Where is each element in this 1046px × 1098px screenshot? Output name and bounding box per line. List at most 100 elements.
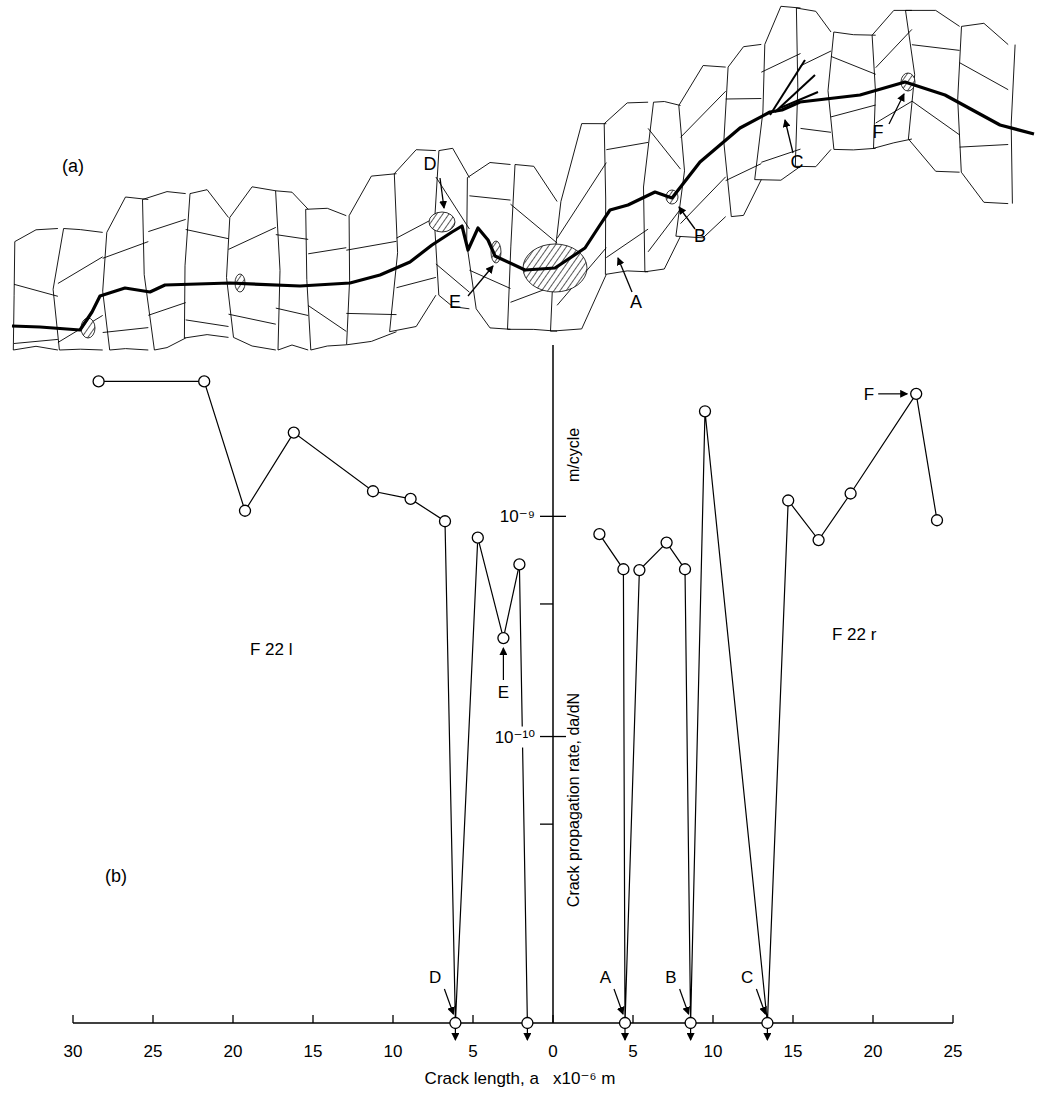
inclusion-ground xyxy=(429,212,455,232)
point-label: A xyxy=(600,968,612,987)
label-arrow xyxy=(889,94,904,124)
crack-branch xyxy=(770,60,805,115)
data-point xyxy=(845,488,856,499)
x-tick xyxy=(712,1015,713,1023)
grain-boundary xyxy=(308,248,346,254)
x-tick xyxy=(792,1015,793,1023)
grain-boundary xyxy=(960,145,1009,148)
data-point xyxy=(199,376,210,387)
x-tick-label: 0 xyxy=(548,1042,557,1061)
y-minor-tick xyxy=(540,824,553,825)
x-tick-label: 25 xyxy=(144,1042,163,1061)
grain-boundary xyxy=(53,229,64,351)
x-tick xyxy=(632,1015,633,1023)
grain-boundary xyxy=(834,148,876,150)
x-tick-label: 30 xyxy=(64,1042,83,1061)
grain-boundary xyxy=(58,257,103,284)
y-tick xyxy=(540,736,566,737)
data-point xyxy=(618,564,629,575)
grain-boundary xyxy=(604,102,648,124)
grain-boundary xyxy=(349,174,396,216)
grain-boundary xyxy=(311,345,347,350)
diagram-label: B xyxy=(694,226,706,246)
x-tick-label: 15 xyxy=(304,1042,323,1061)
grain-boundary xyxy=(761,54,800,73)
series-name: F 22 r xyxy=(832,625,877,644)
grain-boundary xyxy=(515,165,557,202)
grain-boundary xyxy=(469,196,510,200)
grain-boundary xyxy=(143,200,155,351)
x-tick xyxy=(152,1015,153,1023)
grain-boundary xyxy=(508,165,516,330)
x-tick-label: 10 xyxy=(704,1042,723,1061)
panel-label: (b) xyxy=(105,866,127,886)
annotation-arrow xyxy=(503,648,504,680)
grain-boundary xyxy=(681,177,726,224)
grain-boundary xyxy=(508,329,558,331)
point-label: B xyxy=(665,968,676,987)
grain-boundary xyxy=(960,63,1009,90)
grain-boundary xyxy=(110,349,149,350)
grain-boundary xyxy=(908,139,959,172)
arrest-arrow xyxy=(767,1029,768,1040)
grain-boundary xyxy=(834,32,876,35)
arrest-arrow xyxy=(527,1029,528,1040)
grain-boundary xyxy=(476,309,510,330)
x-tick xyxy=(312,1015,313,1023)
data-point xyxy=(405,493,416,504)
x-axis xyxy=(73,1022,953,1024)
grain-boundary xyxy=(831,56,876,74)
x-tick xyxy=(952,1015,953,1023)
grain-boundary xyxy=(13,242,15,350)
grain-boundary xyxy=(606,142,648,149)
label-arrow xyxy=(468,266,493,296)
grain-boundary xyxy=(731,180,761,217)
grain-boundary xyxy=(190,190,229,218)
x-tick xyxy=(552,1015,553,1023)
y-tick-label: 10⁻⁹ xyxy=(500,507,535,526)
grain-boundary xyxy=(648,128,680,169)
grain-boundary xyxy=(276,235,308,240)
annotation-arrow xyxy=(878,393,907,394)
grain-boundary xyxy=(679,66,726,106)
grain-boundary xyxy=(148,303,185,316)
grain-boundary xyxy=(606,229,648,258)
grain-boundary xyxy=(347,332,397,345)
grain-boundary xyxy=(184,194,190,338)
grain-boundary xyxy=(306,209,311,350)
grain-boundary xyxy=(728,44,761,67)
grain-boundary xyxy=(390,295,436,332)
grain-boundary xyxy=(765,6,801,44)
grain-boundary xyxy=(234,337,276,350)
grain-boundary xyxy=(278,345,308,350)
x-tick-label: 10 xyxy=(384,1042,403,1061)
diagram-label: A xyxy=(630,292,642,312)
x-tick-label: 15 xyxy=(784,1042,803,1061)
chart: 302520151050510152025DEABCF10⁻⁹10⁻¹⁰Crac… xyxy=(64,345,963,1088)
grain-boundary xyxy=(13,346,58,350)
grain-boundary xyxy=(1011,45,1015,204)
data-point xyxy=(700,406,711,417)
grain-boundary xyxy=(912,45,960,51)
y-axis xyxy=(552,345,554,1023)
x-tick xyxy=(872,1015,873,1023)
grain-boundary xyxy=(276,308,308,315)
data-point xyxy=(368,486,379,497)
grain-boundary xyxy=(961,172,1008,203)
x-tick xyxy=(72,1015,73,1023)
label-arrow xyxy=(679,207,695,229)
data-point xyxy=(498,633,509,644)
data-point xyxy=(522,1018,533,1029)
crack-path xyxy=(12,82,1034,330)
data-point xyxy=(634,565,645,576)
grain-boundary xyxy=(467,163,510,178)
grain-boundary xyxy=(755,44,765,179)
grain-boundary xyxy=(184,335,228,338)
data-point xyxy=(783,495,794,506)
grain-boundary xyxy=(439,148,470,177)
grain-boundary xyxy=(958,26,962,172)
grain-boundary xyxy=(229,227,276,249)
point-label: C xyxy=(741,968,753,987)
arrest-arrow xyxy=(455,1029,456,1040)
point-label: F xyxy=(864,385,874,404)
